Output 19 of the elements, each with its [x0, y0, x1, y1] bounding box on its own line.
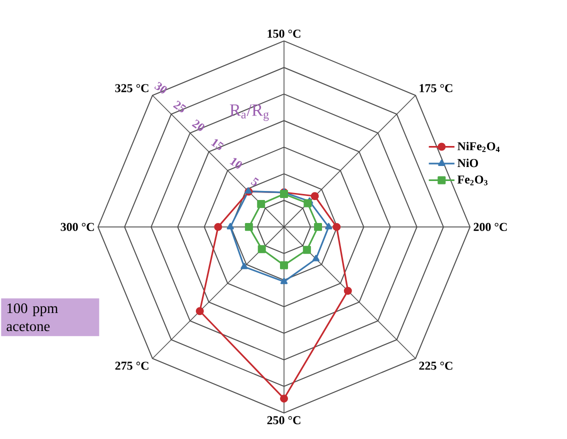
y-tick-label: 20 — [192, 119, 204, 131]
y-tick-label: 5 — [250, 177, 259, 186]
spoke-label: 275 °C — [115, 362, 148, 370]
y-tick-label: 30 — [154, 82, 167, 94]
spoke-label: 200 °C — [474, 222, 507, 231]
legend-label: NiO — [457, 158, 478, 168]
spoke-label: 150 °C — [268, 30, 300, 38]
spoke-label: 325 °C — [115, 84, 148, 92]
y-tick-label: 10 — [230, 158, 242, 169]
spoke-label: 175 °C — [420, 84, 452, 92]
legend-label: Fe$_{2}$O$_{3}$ — [457, 175, 488, 186]
text: R$_{a}$/R$_{g}$ — [230, 104, 269, 121]
spoke-label: 300 °C — [60, 222, 94, 231]
spoke-label: 250 °C — [267, 416, 300, 424]
legend-label: NiFe$_{2}$O$_{4}$ — [457, 142, 500, 152]
spoke-label: 225 °C — [419, 362, 452, 370]
text: 100 ppm acetone — [6, 303, 58, 332]
y-tick-label: 25 — [173, 100, 186, 112]
y-tick-label: 15 — [210, 139, 224, 150]
